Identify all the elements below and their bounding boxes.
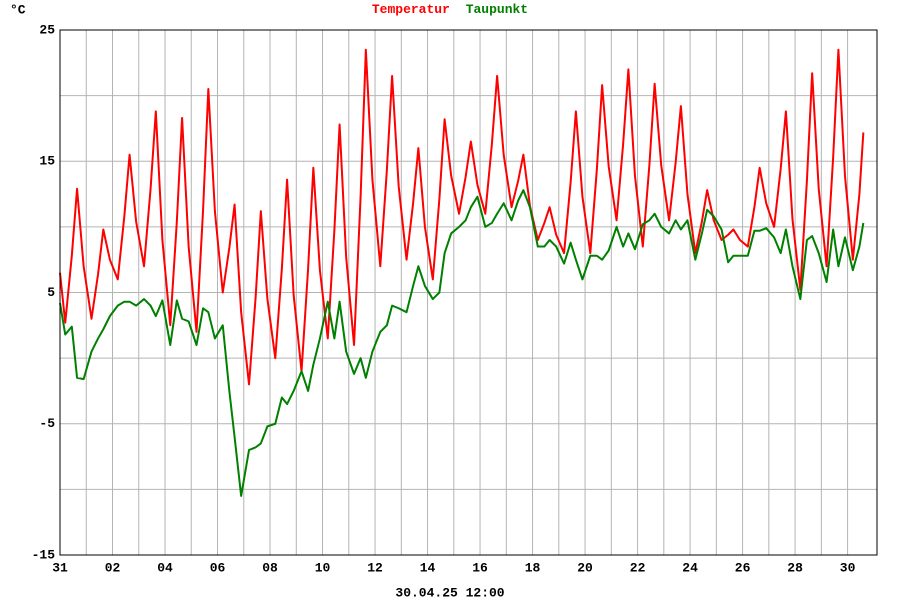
- plot: [59, 48, 865, 497]
- x-tick-label: 08: [262, 560, 278, 575]
- series-line: [59, 189, 865, 497]
- y-tick-label: 15: [39, 154, 55, 169]
- x-tick-label: 12: [367, 560, 383, 575]
- x-tick-label: 06: [210, 560, 226, 575]
- x-tick-label: 02: [105, 560, 121, 575]
- legend-entry: Taupunkt: [466, 2, 528, 17]
- x-tick-label: 26: [735, 560, 751, 575]
- series-line: [59, 48, 865, 386]
- x-tick-label: 20: [577, 560, 593, 575]
- x-tick-label: 31: [52, 560, 68, 575]
- legend-entry: Temperatur: [372, 2, 450, 17]
- x-tick-label: 18: [525, 560, 541, 575]
- y-tick-label: -5: [39, 416, 55, 431]
- y-tick-label: 5: [47, 285, 55, 300]
- legend: Temperatur Taupunkt: [372, 2, 528, 17]
- x-axis-label: 30.04.25 12:00: [395, 585, 504, 600]
- grid: [59, 29, 877, 556]
- x-tick-label: 10: [315, 560, 331, 575]
- x-tick-label: 16: [472, 560, 488, 575]
- x-tick-label: 28: [787, 560, 803, 575]
- plot-frame: [59, 29, 878, 556]
- x-tick-label: 22: [630, 560, 646, 575]
- x-tick-label: 24: [682, 560, 698, 575]
- y-axis-unit: °C: [10, 2, 26, 17]
- x-tick-label: 04: [157, 560, 173, 575]
- y-tick-label: -15: [32, 547, 56, 562]
- y-tick-label: 25: [39, 22, 55, 37]
- x-tick-label: 14: [420, 560, 436, 575]
- x-tick-label: 30: [840, 560, 856, 575]
